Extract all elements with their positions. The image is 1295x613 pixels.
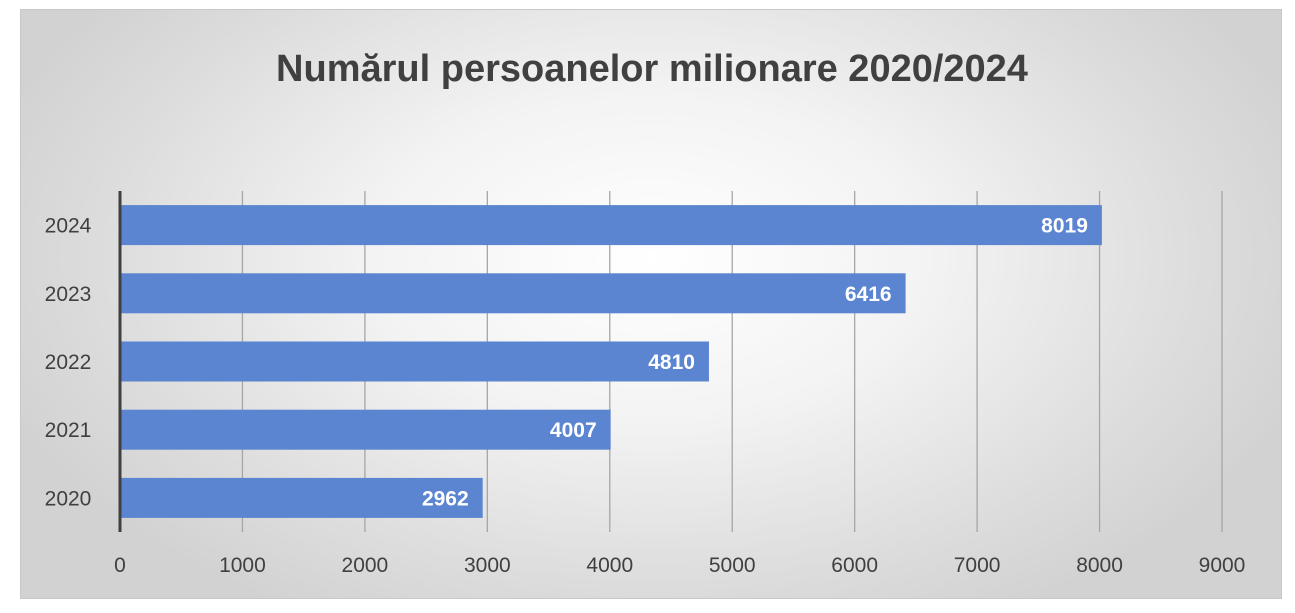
y-tick-label-2020: 2020 — [45, 487, 92, 510]
y-tick-label-2021: 2021 — [45, 419, 92, 442]
data-label-2023: 6416 — [845, 283, 892, 306]
chart-title: Numărul persoanelor milionare 2020/2024 — [276, 48, 1028, 90]
bar-chart: 0 1000 2000 3000 4000 5000 6000 7000 8000 9000 801… — [45, 191, 1246, 577]
x-tick-label: 0 — [114, 554, 126, 577]
bar-2024 — [120, 205, 1102, 246]
y-tick-label-2023: 2023 — [45, 283, 92, 306]
labels: 0 1000 2000 3000 4000 5000 6000 7000 8000 9000 801… — [45, 215, 1246, 577]
x-tick-label: 1000 — [219, 554, 266, 577]
x-tick-label: 5000 — [709, 554, 756, 577]
x-tick-label: 9000 — [1199, 554, 1246, 577]
bar-2020 — [120, 477, 483, 518]
chart-area: Numărul persoanelor milionare 2020/2024 … — [20, 9, 1282, 599]
bar-2022 — [120, 341, 709, 382]
x-tick-label: 8000 — [1076, 554, 1123, 577]
x-tick-label: 3000 — [464, 554, 511, 577]
y-tick-label-2022: 2022 — [45, 351, 92, 374]
bar-2021 — [120, 409, 611, 450]
x-tick-label: 2000 — [342, 554, 389, 577]
data-label-2022: 4810 — [648, 351, 695, 374]
data-label-2020: 2962 — [422, 487, 469, 510]
data-label-2024: 8019 — [1041, 215, 1088, 238]
x-tick-label: 6000 — [831, 554, 878, 577]
bars — [120, 205, 1102, 518]
data-label-2021: 4007 — [550, 419, 597, 442]
bar-2023 — [120, 273, 906, 314]
x-tick-label: 7000 — [954, 554, 1001, 577]
x-tick-label: 4000 — [586, 554, 633, 577]
y-tick-label-2024: 2024 — [45, 215, 92, 238]
